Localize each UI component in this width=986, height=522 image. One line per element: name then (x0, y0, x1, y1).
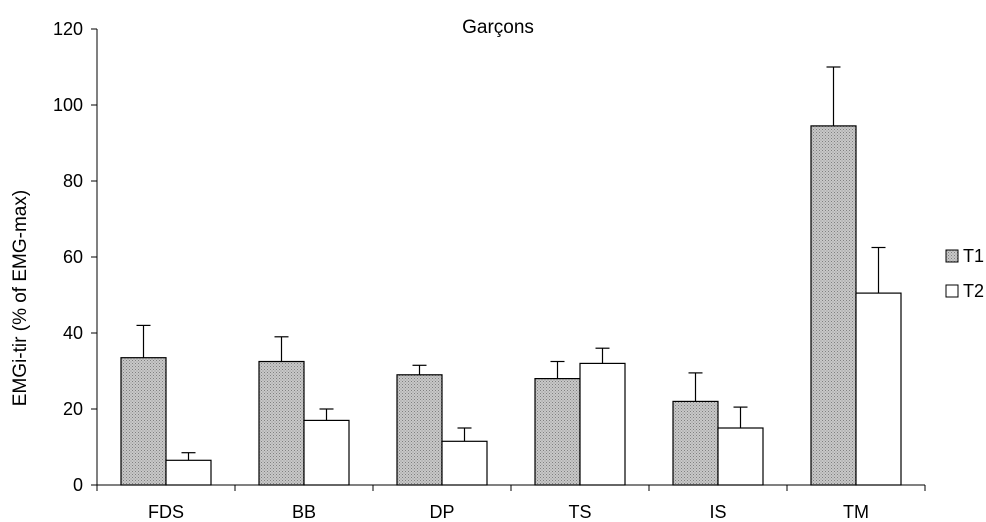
bar-T2-DP (441, 440, 488, 486)
chart-title: Garçons (462, 17, 534, 38)
y-tick-label: 80 (63, 171, 83, 191)
x-tick-label: DP (429, 502, 454, 522)
bar-T2-TS (579, 362, 626, 486)
x-tick-label: TM (843, 502, 869, 522)
x-tick-label: FDS (148, 502, 184, 522)
legend-swatch-T1 (945, 249, 959, 263)
y-tick-label: 120 (53, 19, 83, 39)
y-tick-label: 0 (73, 475, 83, 495)
bar-T1-BB (258, 360, 305, 486)
bar-T1-DP (396, 374, 443, 486)
bar-T1-TM (810, 125, 857, 486)
x-tick-label: BB (292, 502, 316, 522)
x-tick-label: IS (709, 502, 726, 522)
y-tick-label: 100 (53, 95, 83, 115)
bar-T2-FDS (165, 459, 212, 486)
legend-label: T1 (963, 246, 984, 266)
y-tick-label: 60 (63, 247, 83, 267)
bar-T1-TS (534, 378, 581, 486)
y-tick-label: 20 (63, 399, 83, 419)
y-tick-label: 40 (63, 323, 83, 343)
plot-area: 0 20 40 60 80 100 120 FDS BB DP TS IS TM (53, 19, 926, 522)
legend-label: T2 (963, 281, 984, 301)
bar-T1-IS (672, 400, 719, 486)
bar-T2-TM (855, 292, 902, 486)
legend-swatch-T2 (945, 284, 959, 298)
bar-T2-BB (303, 419, 350, 486)
x-tick-label: TS (568, 502, 591, 522)
bar-T2-IS (717, 427, 764, 486)
bar-T1-FDS (120, 357, 167, 486)
y-axis-label: EMGi-tir (% of EMG-max) (10, 190, 31, 406)
legend: T1 T2 (945, 246, 984, 301)
